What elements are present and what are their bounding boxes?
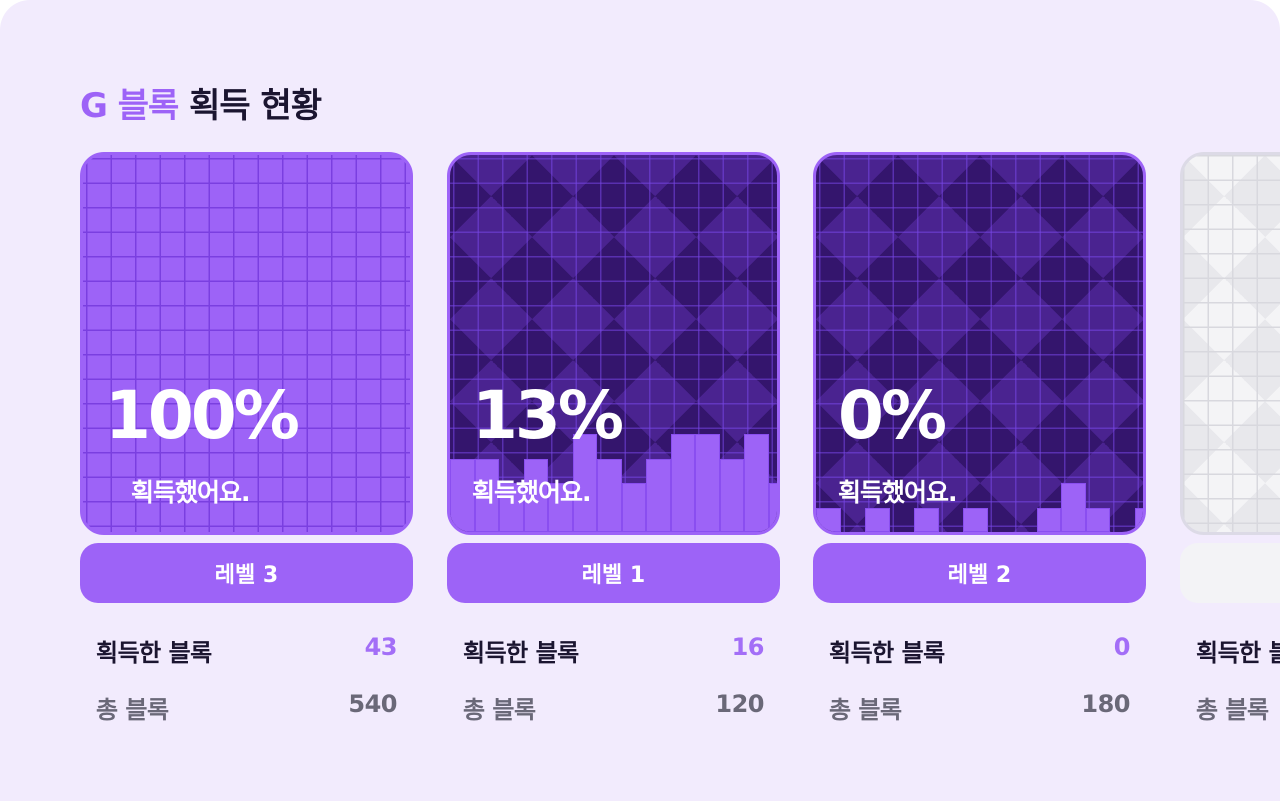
label: 총 블록 [829,696,902,724]
acquired-row: 획득한 블록 43 [80,633,413,668]
message: 획득했어요. [838,478,957,507]
fill-block [695,434,720,532]
block-card[interactable]: 100% 획득했어요. 레벨 3 획득한 블록 43 총 블록 540 [80,152,413,725]
value: 540 [348,690,397,718]
fill-block [450,458,475,532]
level-pill: 레벨 1 [447,543,780,603]
message: 획득했어요. [131,478,250,507]
fill-block [1134,507,1143,532]
total-row: 총 블록 180 [813,690,1146,725]
fill-block [744,434,769,532]
fill-block [1085,507,1110,532]
fill-block [865,507,890,532]
label: 총 블록 [96,696,169,724]
fill-block [523,458,548,532]
fill-block [621,483,646,532]
label: 획득한 블록 [829,639,945,667]
fill-block [1036,507,1061,532]
acquired-row: 획득한 블록 [1180,633,1280,668]
value: 180 [1081,690,1130,718]
title: G 블록 획득 현황 [80,78,322,127]
label: 획득한 블록 [1196,639,1280,667]
title-rest: 획득 현황 [189,86,322,126]
level-pill [1180,543,1280,603]
total-row: 총 블록 [1180,690,1280,725]
fill-block [646,458,671,532]
fill-block [719,458,744,532]
card-image: 0% 획득했어요. [813,152,1146,535]
level-pill: 레벨 3 [80,543,413,603]
label: 총 블록 [463,696,536,724]
fill-block [474,458,499,532]
value: 120 [715,690,764,718]
fill-block [914,507,939,532]
label: 획득한 블록 [463,639,579,667]
fill-block [963,507,988,532]
percent: 0% [838,377,947,454]
card-image: 13% 획득했어요. [447,152,780,535]
percent: 100% [105,377,300,454]
acquired-row: 획득한 블록 0 [813,633,1146,668]
fill-block [597,458,622,532]
total-row: 총 블록 120 [447,690,780,725]
fill-block [548,483,573,532]
fill-block [768,483,777,532]
label: 총 블록 [1196,696,1269,724]
fill-block [499,483,524,532]
acquired-row: 획득한 블록 16 [447,633,780,668]
card-image: 100% 획득했어요. [80,152,413,535]
label: 획득한 블록 [96,639,212,667]
value: 0 [1113,633,1131,661]
fill-block [572,434,597,532]
block-card[interactable]: 13% 획득했어요. 레벨 1 획득한 블록 16 총 블록 120 [447,152,780,725]
fill-block [1061,483,1086,532]
card-image [1180,152,1280,535]
fill-block [816,507,841,532]
block-card[interactable]: 0% 획득했어요. 레벨 2 획득한 블록 0 총 블록 180 [813,152,1146,725]
title-highlight: G 블록 [80,86,179,126]
value: 43 [364,633,398,661]
fill-block [670,434,695,532]
value: 16 [731,633,765,661]
message: 획득했어요. [472,478,591,507]
total-row: 총 블록 540 [80,690,413,725]
level-pill: 레벨 2 [813,543,1146,603]
block-card[interactable]: 획득한 블록 총 블록 [1180,152,1280,725]
percent: 13% [472,377,624,454]
